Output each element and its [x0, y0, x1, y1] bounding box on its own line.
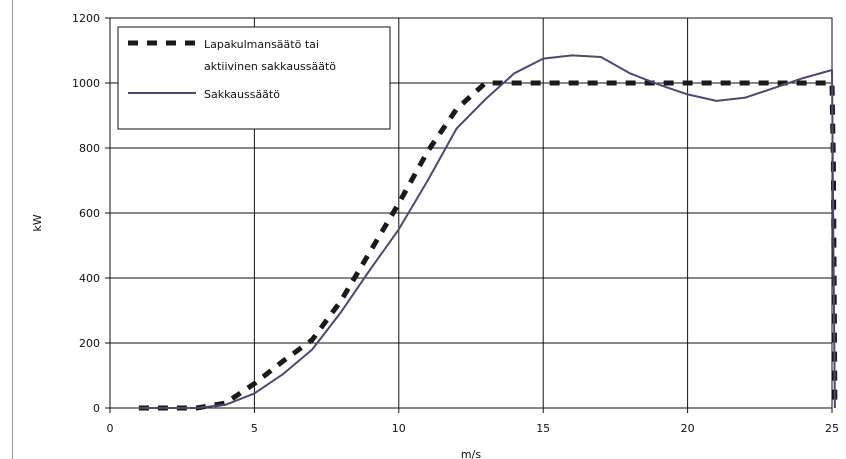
left-frame-line [12, 0, 13, 459]
y-tick-label: 1000 [72, 77, 100, 90]
legend-label-series-2: Sakkaussäätö [204, 88, 280, 101]
x-tick-label: 25 [825, 422, 839, 435]
grid [109, 17, 833, 409]
y-tick-label: 0 [93, 402, 100, 415]
legend-box [117, 26, 391, 130]
x-tick-label: 5 [251, 422, 258, 435]
legend: Lapakulmansäätö tai aktiivinen sakkaussä… [117, 26, 391, 130]
y-tick-label: 200 [79, 337, 100, 350]
x-tick-label: 10 [392, 422, 406, 435]
series-line-2 [138, 54, 836, 409]
legend-label-series-1-line-2: aktiivinen sakkaussäätö [204, 60, 336, 73]
x-tick-label: 20 [681, 422, 695, 435]
x-axis-label: m/s [461, 448, 481, 459]
series-layer [138, 54, 838, 411]
y-tick-label: 400 [79, 272, 100, 285]
y-tick-label: 800 [79, 142, 100, 155]
y-tick-label: 600 [79, 207, 100, 220]
legend-label-series-1-line-1: Lapakulmansäätö tai [204, 38, 319, 51]
y-axis-label: kW [31, 214, 44, 231]
x-tick-label: 0 [107, 422, 114, 435]
x-tick-label: 15 [536, 422, 550, 435]
y-tick-label: 1200 [72, 12, 100, 25]
axes: 0 200 400 600 800 1000 1200 0 5 10 15 20 25 [72, 12, 839, 435]
series-line-1 [138, 80, 838, 411]
